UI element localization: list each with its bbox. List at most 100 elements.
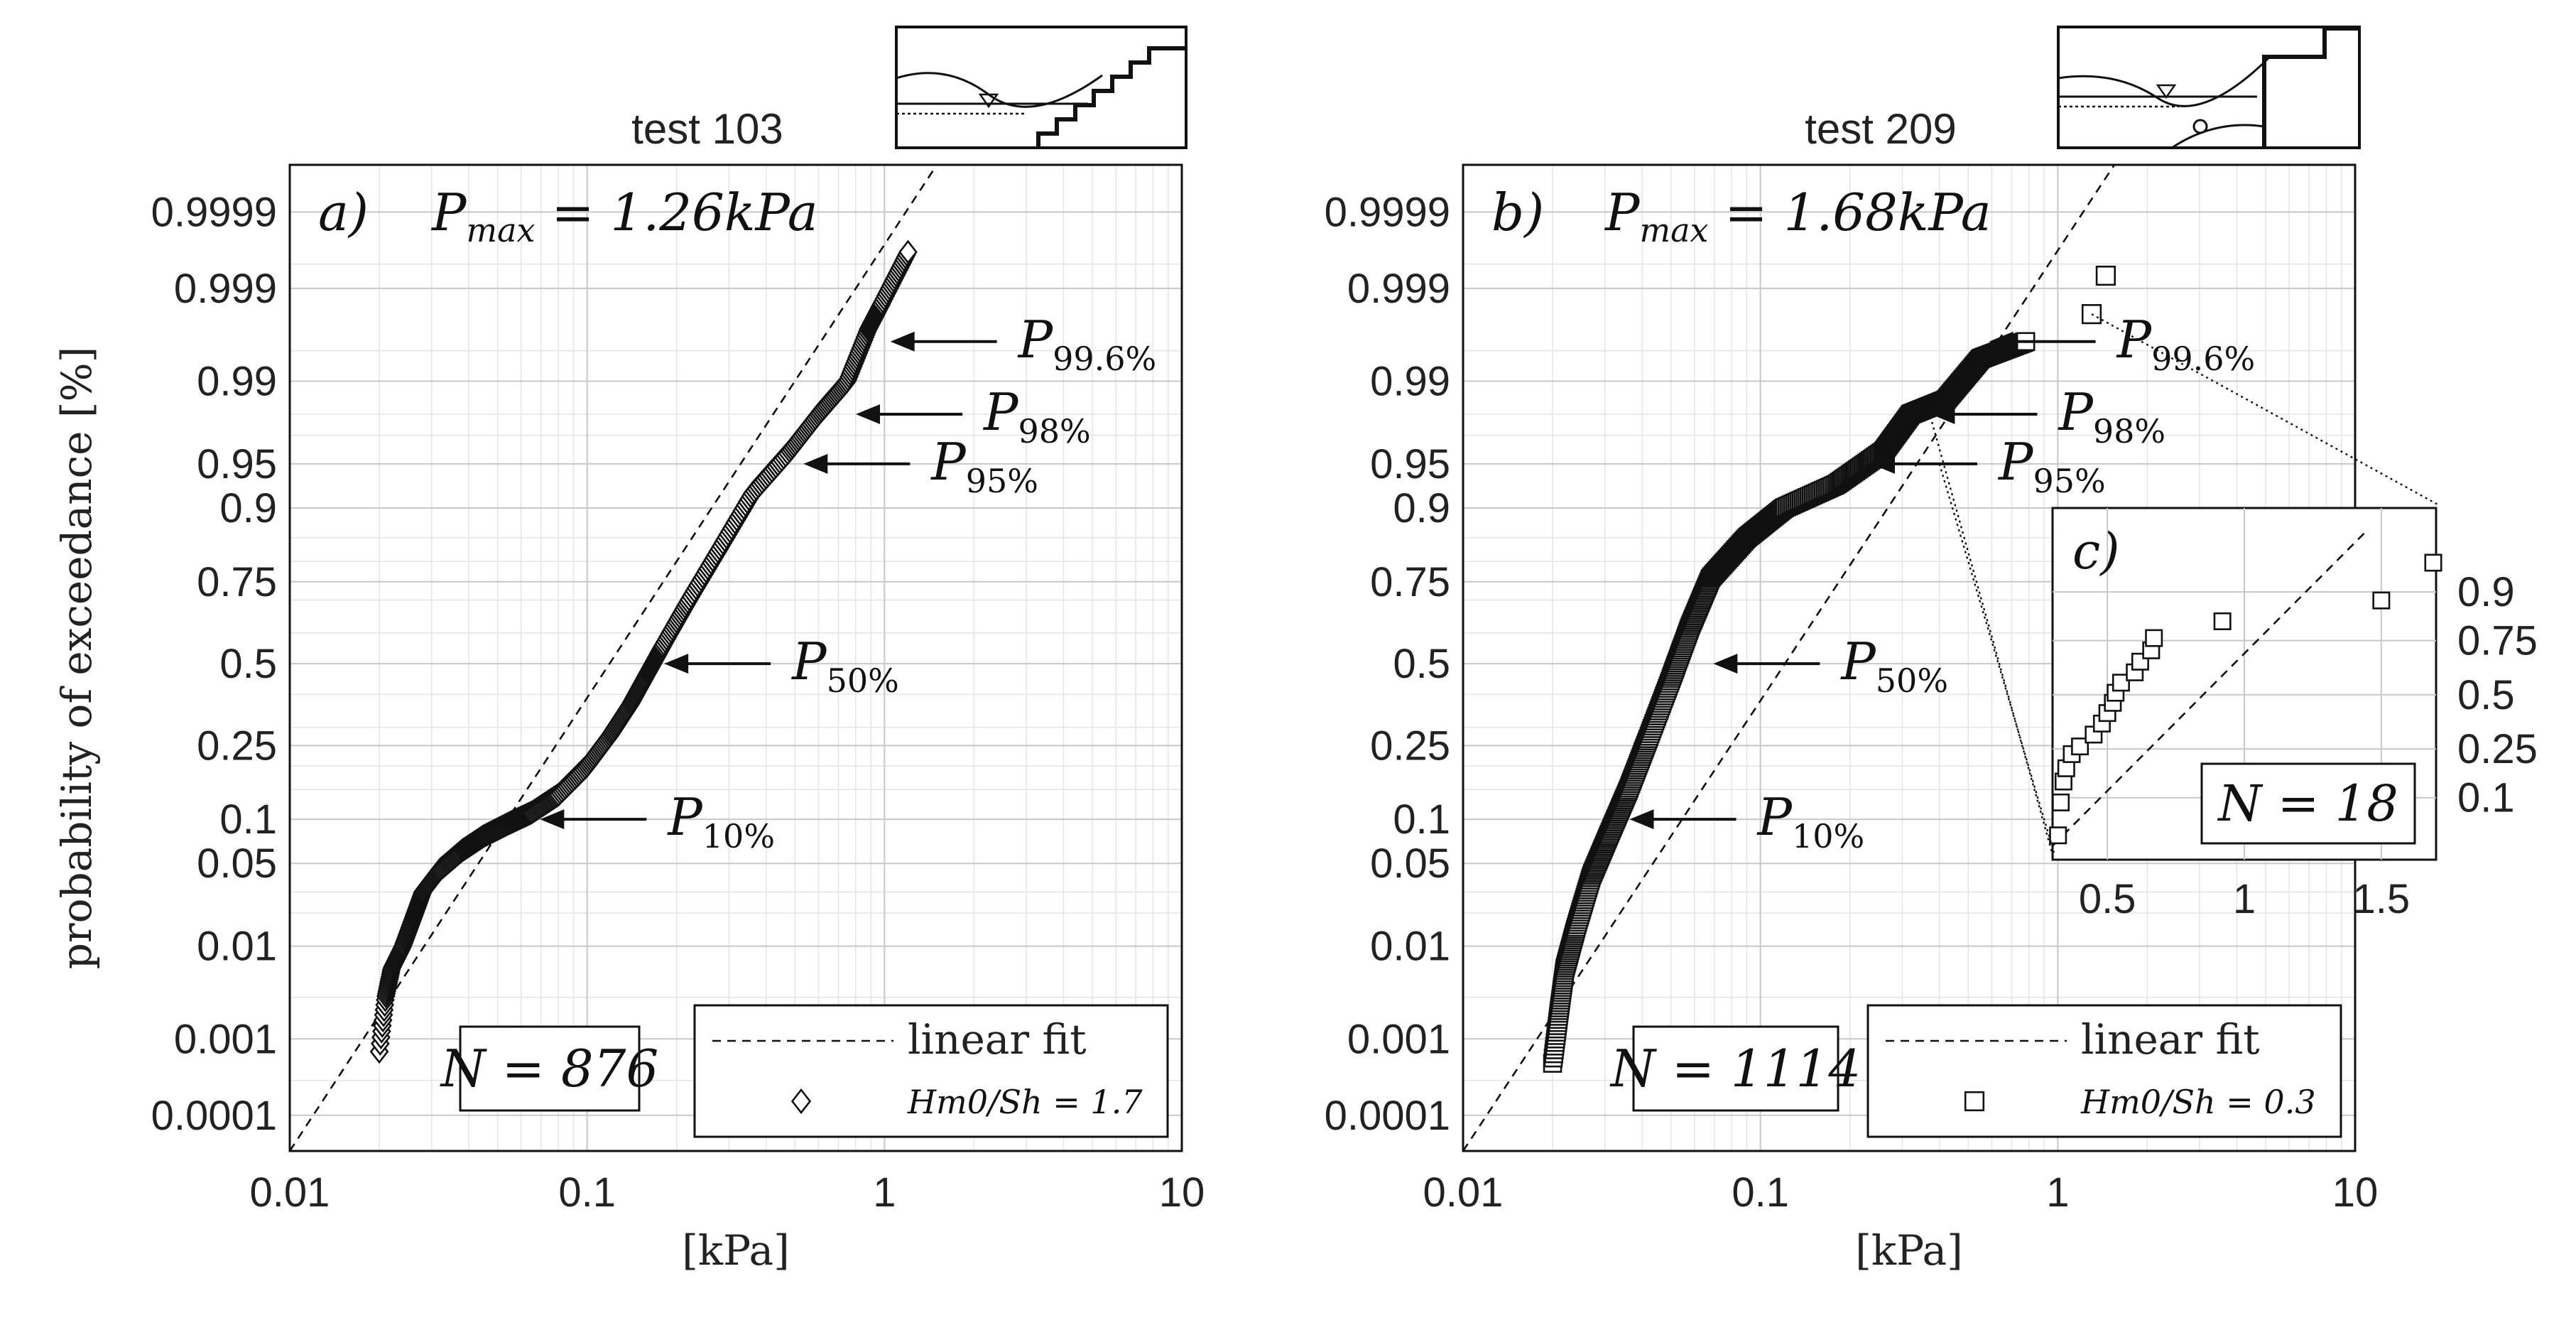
n-box — [1632, 1025, 1839, 1112]
linear-fit-line — [288, 164, 938, 1152]
x-tick-label: 10 — [2332, 1169, 2379, 1216]
annotation-arrow-head — [856, 404, 881, 425]
x-axis-label: [kPa] — [1855, 1226, 1962, 1275]
schematics — [895, 26, 2361, 149]
y-axis-label: probability of exceedance [%] — [53, 347, 101, 969]
y-tick-label: 0.0001 — [1325, 1093, 1450, 1139]
legend-fit-label: linear fit — [2081, 1015, 2260, 1064]
y-tick-label: 0.999 — [1347, 266, 1450, 312]
y-tick-label: 0.75 — [197, 559, 277, 605]
inset-x-tick-label: 0.5 — [2079, 876, 2136, 922]
schematic-b-sensor — [2192, 119, 2208, 134]
percentile-label: P10% — [1756, 787, 1865, 855]
schematic-a-steps — [1036, 46, 1186, 148]
inset-y-tick-label: 0.25 — [2457, 726, 2538, 772]
panel-letter: a) — [318, 183, 369, 242]
schematic-a-frame — [895, 26, 1188, 149]
square-marker — [2372, 591, 2391, 610]
schematic-b-water-mark — [2156, 84, 2177, 99]
annotation-arrow-head — [1930, 404, 1955, 425]
percentile-label: P99.6% — [2116, 310, 2256, 378]
diamond-marker — [790, 1088, 812, 1115]
panel-a: 0.01 0.1 1 100.00010.0010.010.050.10.250.50… — [53, 105, 1205, 1275]
y-tick-label: 0.01 — [1370, 924, 1450, 970]
x-tick-label: 1 — [2046, 1169, 2069, 1216]
inset-y-tick-label: 0.1 — [2457, 775, 2515, 821]
y-tick-label: 0.9999 — [151, 189, 277, 235]
square-marker — [2095, 265, 2116, 286]
percentile-label: P10% — [666, 787, 775, 855]
y-tick-label: 0.9 — [219, 485, 277, 531]
inset-y-tick-label: 0.5 — [2457, 672, 2515, 718]
n-box — [459, 1025, 641, 1112]
y-tick-label: 0.99 — [1370, 358, 1450, 404]
chart-title: test 103 — [631, 105, 783, 153]
percentile-label: P98% — [2057, 382, 2165, 450]
x-tick-label: 0.1 — [558, 1169, 616, 1216]
legend-fit-label: linear fit — [908, 1015, 1087, 1064]
pmax-label: Pmax = 1.26kPa — [430, 183, 818, 249]
annotation-arrow-head — [540, 809, 565, 830]
annotation-arrow-head — [1713, 654, 1738, 674]
y-tick-label: 0.001 — [1347, 1016, 1450, 1062]
x-tick-label: 1 — [873, 1169, 896, 1216]
schematic-b-wave — [2058, 54, 2273, 107]
annotation-arrow-head — [664, 654, 689, 674]
percentile-label: P98% — [982, 382, 1091, 450]
square-marker — [2081, 304, 2102, 325]
square-marker — [2145, 629, 2163, 647]
zoom-connector — [2091, 313, 2440, 507]
y-tick-label: 0.05 — [1370, 841, 1450, 887]
square-marker — [2049, 826, 2067, 845]
annotation-arrow-head — [890, 331, 915, 352]
y-tick-label: 0.0001 — [151, 1093, 277, 1139]
percentile-label: P50% — [790, 632, 899, 700]
x-tick-label: 0.1 — [1732, 1169, 1789, 1216]
panel-b: 0.01 0.1 1 100.00010.0010.010.050.10.250.50… — [1325, 105, 2379, 1275]
percentile-label: P95% — [930, 432, 1038, 500]
inset-n-label: N = 18 — [2217, 774, 2398, 833]
chart-title: test 209 — [1805, 105, 1957, 153]
y-tick-label: 0.001 — [174, 1016, 277, 1062]
inset-y-tick-label: 0.75 — [2457, 618, 2538, 664]
legend-box — [693, 1004, 1169, 1138]
schematic-a-water-mark — [978, 93, 999, 109]
y-tick-label: 0.9999 — [1325, 189, 1450, 235]
x-tick-label: 0.01 — [250, 1169, 330, 1216]
annotation-arrow-head — [1871, 453, 1896, 474]
inset-y-tick-label: 0.9 — [2457, 569, 2515, 615]
inset-panel-letter: c) — [2072, 522, 2120, 580]
y-tick-label: 0.5 — [219, 641, 277, 687]
y-tick-label: 0.05 — [197, 841, 277, 887]
legend-box — [1866, 1004, 2342, 1138]
panel-c-inset: 0.5 1 1.5 0.10.25 0.5 0.750.9 c) N = 18 — [1925, 313, 2538, 922]
n-label: N = 876 — [440, 1039, 659, 1098]
square-marker — [1964, 1091, 1985, 1112]
inset-x-tick-label: 1 — [2233, 876, 2256, 922]
y-tick-label: 0.25 — [1370, 723, 1450, 769]
y-tick-label: 0.9 — [1393, 485, 1450, 531]
y-tick-label: 0.99 — [197, 358, 277, 404]
percentile-label: P99.6% — [1017, 310, 1157, 378]
y-tick-label: 0.95 — [197, 441, 277, 487]
y-tick-label: 0.95 — [1370, 441, 1450, 487]
n-label: N = 1114 — [1609, 1039, 1861, 1098]
y-tick-label: 0.5 — [1393, 641, 1450, 687]
panel-letter: b) — [1491, 183, 1544, 242]
annotation-arrow-head — [1989, 331, 2013, 352]
annotation-arrow-head — [1629, 809, 1654, 830]
square-marker — [2052, 793, 2070, 811]
y-tick-label: 0.999 — [174, 266, 277, 312]
y-tick-label: 0.1 — [219, 796, 277, 843]
diamond-marker — [898, 239, 918, 264]
plot-frame — [288, 163, 1183, 1152]
schematic-b-seabed — [2171, 124, 2265, 149]
legend-marker-label: Hm0/Sh = 1.7 — [907, 1083, 1143, 1121]
x-tick-label: 10 — [1159, 1169, 1205, 1216]
square-marker — [2424, 553, 2442, 572]
schematic-b-wall — [2262, 26, 2359, 148]
y-tick-label: 0.75 — [1370, 559, 1450, 605]
annotation-arrow-head — [803, 453, 828, 474]
y-tick-label: 0.1 — [1393, 796, 1450, 843]
inset-x-tick-label: 1.5 — [2353, 876, 2411, 922]
